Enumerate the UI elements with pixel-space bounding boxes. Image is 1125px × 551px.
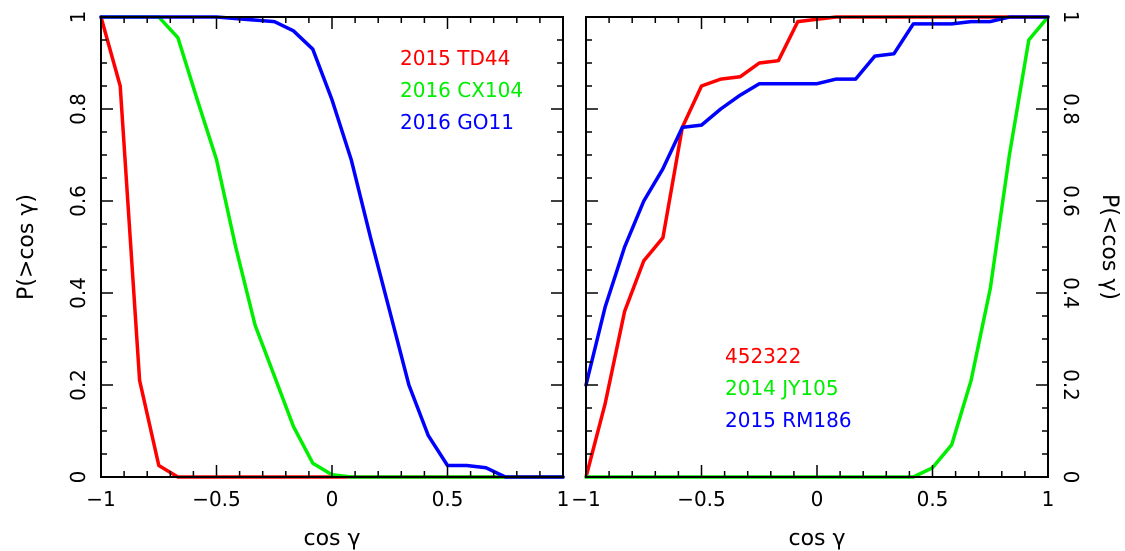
legend-entry: 2015 TD44 [400,46,510,70]
x-tick-label: 0 [326,487,339,511]
series-line-452322 [584,15,1050,479]
y-tick-label: 0 [1059,471,1083,484]
x-tick-label: 0.5 [432,487,464,511]
y-tick-label: 0.4 [1059,277,1083,309]
series-group [584,15,1050,479]
x-tick-label: 0 [811,487,824,511]
ticks [100,16,564,478]
x-tick-label: −0.5 [192,487,241,511]
x-tick-label: −0.5 [677,487,726,511]
x-tick-label: −1 [571,487,600,511]
y-tick-label: 0.6 [66,185,90,217]
y-tick-label: 0.6 [1059,185,1083,217]
series-line-2016-go11 [99,15,565,479]
legend-entry: 2015 RM186 [725,408,852,432]
y-tick-label: 1 [1059,11,1083,24]
y-axis-label: P(>cos γ) [14,194,39,300]
x-tick-label: 1 [1042,487,1055,511]
x-tick-label: 1 [557,487,570,511]
y-axis-label: P(<cos γ) [1097,194,1122,300]
y-tick-label: 0.2 [66,369,90,401]
y-tick-label: 1 [66,11,90,24]
y-tick-label: 0.2 [1059,369,1083,401]
x-axis-label: cos γ [788,526,845,551]
left-panel: −1 −0.5 0 0.5 1 0 0.2 0.4 0.6 0.8 1 cos γ P(>cos γ) 2… [14,11,569,551]
legend: 2015 TD44 2016 CX104 2016 GO11 [400,46,523,134]
y-tick-label: 0.8 [1059,93,1083,125]
x-axis-label: cos γ [303,526,360,551]
y-tick-label: 0 [66,471,90,484]
legend-entry: 2014 JY105 [725,376,839,400]
legend-entry: 2016 GO11 [400,110,514,134]
legend: 452322 2014 JY105 2015 RM186 [725,344,852,432]
series-line-2015-rm186 [584,15,1050,387]
x-tick-label: 0.5 [917,487,949,511]
legend-entry: 452322 [725,344,801,368]
ticks [585,16,1049,478]
legend-entry: 2016 CX104 [400,78,523,102]
series-line-2014-jy105 [584,15,1050,479]
y-tick-label: 0.8 [66,93,90,125]
y-tick-label: 0.4 [66,277,90,309]
x-tick-label: −1 [86,487,115,511]
